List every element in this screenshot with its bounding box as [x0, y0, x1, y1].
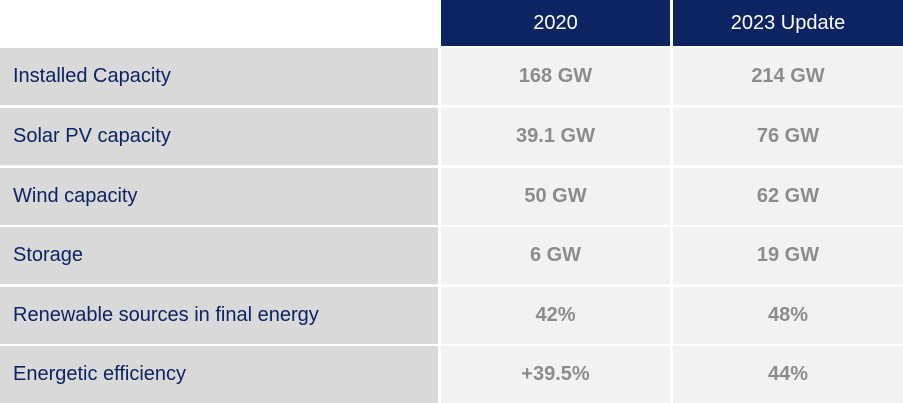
value-2023-update: 19 GW	[673, 227, 903, 284]
value-2023-update: 44%	[673, 346, 903, 403]
table-header-row: 2020 2023 Update	[0, 0, 903, 48]
table-row: Renewable sources in final energy 42% 48…	[0, 287, 903, 344]
row-label: Wind capacity	[0, 168, 438, 225]
table-row: Storage 6 GW 19 GW	[0, 227, 903, 284]
row-label: Solar PV capacity	[0, 108, 438, 165]
value-2020: 168 GW	[441, 48, 670, 105]
column-header-2020: 2020	[441, 0, 670, 46]
row-label: Renewable sources in final energy	[0, 287, 438, 344]
table-row: Wind capacity 50 GW 62 GW	[0, 168, 903, 225]
value-2023-update: 214 GW	[673, 48, 903, 105]
column-header-2023-update: 2023 Update	[673, 0, 903, 46]
table-row: Installed Capacity 168 GW 214 GW	[0, 48, 903, 105]
value-2023-update: 48%	[673, 287, 903, 344]
value-2020: +39.5%	[441, 346, 670, 403]
value-2023-update: 62 GW	[673, 168, 903, 225]
value-2020: 39.1 GW	[441, 108, 670, 165]
row-label: Installed Capacity	[0, 48, 438, 105]
table-row: Solar PV capacity 39.1 GW 76 GW	[0, 108, 903, 165]
row-label: Energetic efficiency	[0, 346, 438, 403]
value-2020: 50 GW	[441, 168, 670, 225]
row-label: Storage	[0, 227, 438, 284]
value-2023-update: 76 GW	[673, 108, 903, 165]
value-2020: 42%	[441, 287, 670, 344]
table-row: Energetic efficiency +39.5% 44%	[0, 346, 903, 403]
value-2020: 6 GW	[441, 227, 670, 284]
